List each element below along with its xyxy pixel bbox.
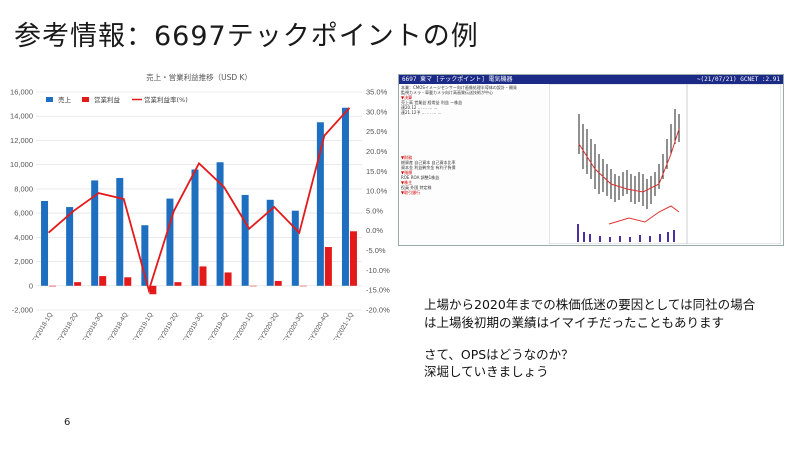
bar-sales bbox=[41, 201, 49, 286]
bar-sales bbox=[291, 210, 299, 286]
right-tick-label: 10.0% bbox=[366, 187, 388, 196]
line-operating-margin bbox=[47, 107, 351, 294]
category-label: FY2020-2Q bbox=[257, 312, 280, 341]
stock-line: ▼決算 bbox=[401, 95, 413, 100]
stock-line: 本業：CMOSイメージセンサー向け画像処理半導体の設計・開発 bbox=[401, 85, 517, 90]
stock-line: ▼財務 bbox=[401, 155, 413, 160]
left-tick-label: 2,000 bbox=[14, 257, 33, 266]
stock-price-chart bbox=[549, 84, 781, 244]
oscillator-line bbox=[608, 205, 680, 225]
stock-line: 監視カメラ・車載カメラ向け高画質伝送技術が中心 bbox=[401, 90, 493, 95]
bar-sales bbox=[191, 169, 199, 286]
right-tick-label: 5.0% bbox=[366, 206, 383, 215]
right-tick-label: 15.0% bbox=[366, 167, 388, 176]
right-tick-label: -5.0% bbox=[366, 246, 386, 255]
page-number: 6 bbox=[64, 417, 71, 428]
left-tick-label: 10,000 bbox=[10, 160, 33, 169]
bar-sales bbox=[266, 199, 274, 286]
bar-sales bbox=[316, 122, 324, 286]
body-line: 深堀していきましょう bbox=[424, 364, 549, 379]
right-tick-label: 0.0% bbox=[366, 226, 383, 235]
left-tick-label: -2,000 bbox=[12, 306, 33, 315]
bar-sales bbox=[166, 198, 174, 286]
right-tick-label: -10.0% bbox=[366, 266, 390, 275]
category-label: FY2019-1Q bbox=[132, 312, 155, 341]
left-tick-label: 6,000 bbox=[14, 209, 33, 218]
category-label: FY2021-1Q bbox=[332, 312, 355, 341]
left-tick-label: 4,000 bbox=[14, 233, 33, 242]
stock-line: ROE ROA 調整1株益 bbox=[401, 175, 440, 180]
category-label: FY2020-4Q bbox=[307, 312, 330, 341]
category-label: FY2019-3Q bbox=[182, 312, 205, 341]
left-tick-label: 14,000 bbox=[10, 112, 33, 121]
category-label: FY2019-2Q bbox=[157, 312, 180, 341]
bar-sales bbox=[216, 162, 224, 286]
right-tick-label: -20.0% bbox=[366, 306, 390, 315]
bar-operating-profit bbox=[299, 285, 307, 287]
right-tick-label: 25.0% bbox=[366, 127, 388, 136]
legend-swatch bbox=[82, 97, 89, 102]
body-line: は上場後初期の業績はイマイチだったこともあります bbox=[424, 315, 725, 330]
bar-operating-profit bbox=[224, 272, 232, 286]
left-tick-label: 8,000 bbox=[14, 184, 33, 193]
bar-operating-profit bbox=[99, 276, 107, 286]
category-label: FY2018-4Q bbox=[107, 312, 130, 341]
legend-swatch bbox=[46, 97, 53, 102]
right-tick-label: 30.0% bbox=[366, 107, 388, 116]
left-tick-label: 16,000 bbox=[10, 88, 33, 97]
stock-line: ▼株主 bbox=[401, 180, 413, 185]
stock-line: 役員 外国 特定株 bbox=[401, 185, 432, 190]
sales-profit-chart: 16,000 14,000 12,000 10,000 8,000 6,000 4,000 2… bbox=[10, 72, 390, 341]
stock-line: ▼取引銀行 bbox=[401, 190, 421, 195]
stock-line: ▼指標 bbox=[401, 170, 413, 175]
bar-sales bbox=[66, 207, 74, 286]
stock-line: 連20.12 … … … … bbox=[401, 105, 438, 110]
bar-operating-profit bbox=[174, 282, 182, 286]
right-tick-label: 35.0% bbox=[366, 88, 388, 97]
volume-bars bbox=[577, 224, 675, 242]
legend-label: 営業利益 bbox=[94, 95, 121, 104]
bar-sales bbox=[241, 194, 249, 286]
stock-header-left: 6697 東マ [テックポイント] 電気機器 bbox=[402, 76, 513, 83]
category-label: FY2018-1Q bbox=[31, 312, 54, 341]
category-label: FY2019-4Q bbox=[207, 312, 230, 341]
legend-label: 営業利益率(%) bbox=[144, 95, 188, 104]
stock-line: 総資産 自己資本 自己資本比率 bbox=[401, 160, 456, 165]
right-tick-label: 20.0% bbox=[366, 147, 388, 156]
bar-sales bbox=[116, 177, 124, 286]
stock-header: 6697 東マ [テックポイント] 電気機器 ~(21/07/21) GCNET… bbox=[399, 75, 783, 84]
bar-sales bbox=[341, 107, 349, 286]
stock-header-right: ~(21/07/21) GCNET :2.91 bbox=[696, 76, 780, 83]
stock-line: 売上高 営業益 経常益 利益 一株益 bbox=[401, 100, 463, 105]
bar-operating-profit bbox=[199, 266, 207, 286]
bar-operating-profit bbox=[274, 280, 282, 286]
left-tick-label: 12,000 bbox=[10, 136, 33, 145]
slide-title: 参考情報：6697テックポイントの例 bbox=[14, 21, 479, 52]
category-label: FY2018-3Q bbox=[82, 312, 105, 341]
bar-operating-profit bbox=[349, 231, 357, 286]
left-tick-label: 0 bbox=[29, 281, 33, 290]
legend-label: 売上 bbox=[58, 95, 72, 104]
chart-title: 売上・営業利益推移（USD K） bbox=[146, 72, 252, 82]
bar-operating-profit bbox=[249, 285, 257, 287]
bar-operating-profit bbox=[149, 285, 157, 295]
category-label: FY2020-3Q bbox=[282, 312, 305, 341]
bar-sales bbox=[91, 180, 99, 286]
bar-sales bbox=[141, 225, 149, 286]
stock-info-panel: 6697 東マ [テックポイント] 電気機器 ~(21/07/21) GCNET… bbox=[398, 74, 784, 246]
category-label: FY2018-2Q bbox=[56, 312, 79, 341]
stock-line: 連21.12予 … … … … bbox=[401, 110, 442, 115]
bar-operating-profit bbox=[324, 247, 332, 286]
category-label: FY2020-1Q bbox=[232, 312, 255, 341]
moving-average-line bbox=[578, 128, 680, 193]
bar-operating-profit bbox=[49, 285, 57, 287]
stock-company-text: 本業：CMOSイメージセンサー向け画像処理半導体の設計・開発 監視カメラ・車載カ… bbox=[401, 85, 549, 235]
body-line: 上場から2020年までの株価低迷の要因としては同社の場合 bbox=[424, 297, 756, 312]
bar-operating-profit bbox=[124, 277, 132, 286]
right-tick-label: -15.0% bbox=[366, 286, 390, 295]
bar-operating-profit bbox=[74, 282, 82, 286]
stock-line: 資本金 利益剰余金 有利子負債 bbox=[401, 165, 456, 170]
body-line: さて、OPSはどうなのか？ bbox=[424, 347, 574, 362]
